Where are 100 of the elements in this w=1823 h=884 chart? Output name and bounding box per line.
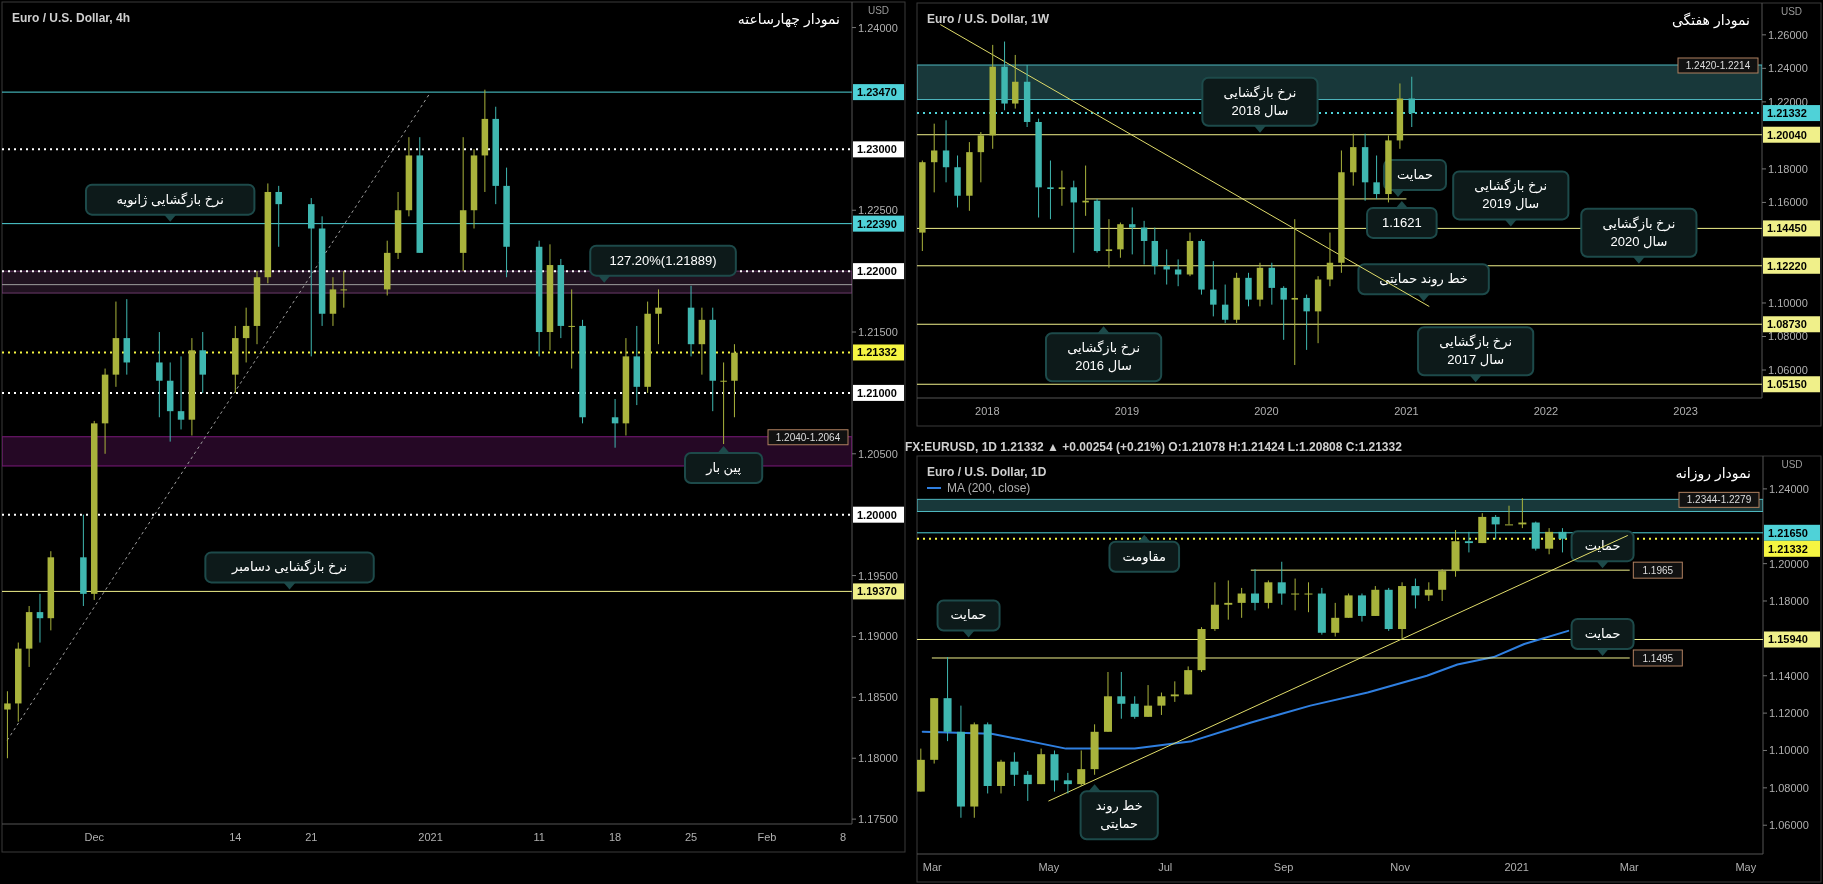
candlestick — [1077, 749, 1086, 787]
ref-line-label: 1.21000 — [857, 386, 897, 399]
candlestick — [1058, 170, 1066, 207]
annotation: خط روند حمایتی — [1095, 798, 1143, 832]
candlestick — [655, 288, 662, 345]
candlestick — [1357, 593, 1366, 623]
text: Euro / U.S. Dollar, 1W — [927, 12, 1050, 26]
candlestick — [1264, 579, 1273, 609]
candlestick — [1047, 160, 1054, 220]
ref-line-label: 1.23470 — [857, 86, 897, 99]
text: نمودار هفتگی — [1671, 12, 1750, 29]
x-tick-label: Sep — [1273, 861, 1294, 873]
x-tick-label: 11 — [533, 831, 545, 843]
text: Euro / U.S. Dollar, 4h — [12, 11, 131, 25]
x-tick-label: Mar — [922, 861, 943, 873]
ref-line-label: 1.05150 — [1767, 378, 1807, 391]
candlestick — [4, 690, 11, 759]
annotation: خط روند حمایتی — [1379, 271, 1468, 288]
candlestick — [1023, 770, 1032, 802]
candlestick — [1373, 155, 1380, 200]
annotation: پین بار — [705, 460, 742, 477]
candlestick — [1012, 54, 1019, 110]
y-tick-label: 1.08000 — [1769, 781, 1809, 794]
candlestick — [1291, 578, 1300, 611]
candlestick — [1291, 218, 1298, 366]
band-label: 1.2420-1.2214 — [1685, 60, 1751, 72]
y-tick-label: 1.10000 — [1768, 296, 1808, 309]
candlestick — [1157, 692, 1166, 716]
y-tick-label: 1.18000 — [858, 752, 898, 765]
annotation: نرخ بازگشایی دسامبر — [230, 559, 348, 576]
candlestick — [1268, 262, 1276, 306]
annotation: حمایت — [1397, 166, 1433, 182]
y-tick-label: 1.19000 — [858, 630, 898, 643]
x-tick-label: 2020 — [1254, 405, 1279, 417]
x-tick-label: Feb — [757, 831, 777, 843]
ref-line-label: 1.21332 — [857, 346, 897, 359]
candlestick — [1010, 751, 1019, 787]
candlestick — [1130, 695, 1139, 720]
y-tick-label: 1.06000 — [1769, 819, 1809, 832]
candlestick — [1117, 671, 1126, 720]
candlestick — [1170, 680, 1179, 703]
y-tick-label: 1.24000 — [858, 21, 898, 34]
candlestick — [720, 361, 727, 445]
annotation: نرخ بازگشایی ژانویه — [116, 191, 224, 208]
annotation: نرخ بازگشایی سال 2017 — [1439, 334, 1513, 368]
x-tick-label: 2022 — [1533, 405, 1559, 417]
line-series — [921, 629, 1570, 750]
candlestick — [177, 355, 185, 430]
candlestick — [1174, 258, 1182, 287]
y-tick-label: 1.20000 — [1769, 557, 1809, 570]
x-tick-label: 2019 — [1114, 405, 1140, 417]
candlestick — [1251, 568, 1260, 611]
candlestick — [977, 131, 985, 183]
candlestick — [156, 331, 163, 418]
annotation: 127.20%(1.21889) — [609, 252, 717, 268]
y-tick-label: 1.08000 — [1768, 330, 1808, 343]
candlestick — [568, 288, 575, 370]
x-tick-label: 2018 — [975, 405, 1000, 417]
x-tick-label: 14 — [229, 831, 242, 843]
y-tick-label: 1.06000 — [1768, 364, 1808, 377]
annotation: مقاومت — [1122, 548, 1167, 565]
x-tick-label: Nov — [1390, 861, 1411, 873]
x-tick-label: May — [1038, 861, 1060, 873]
x-tick-label: 2021 — [1504, 861, 1529, 873]
y-tick-label: 1.18000 — [1769, 595, 1809, 607]
candlestick — [1237, 587, 1246, 619]
ref-line-label: 1.19370 — [857, 585, 897, 598]
annotation: 1.1621 — [1381, 214, 1422, 230]
annotation: نرخ بازگشایی سال 2016 — [1067, 340, 1141, 374]
candlestick — [1070, 180, 1077, 254]
candlestick — [1105, 218, 1113, 269]
candlestick — [36, 593, 44, 644]
legend-label: MA (200, close) — [947, 481, 1031, 495]
candlestick — [1438, 568, 1447, 602]
text: نمودار چهارساعته — [737, 11, 840, 28]
candlestick — [1245, 272, 1252, 307]
x-tick-label: 2023 — [1673, 405, 1698, 417]
candlestick — [1140, 220, 1148, 265]
candlestick — [1063, 772, 1072, 794]
annotation: حمایت — [950, 607, 987, 623]
x-tick-label: Mar — [1619, 861, 1640, 873]
text: Euro / U.S. Dollar, 1D — [927, 465, 1047, 479]
y-tick-label: 1.14000 — [1769, 669, 1809, 682]
y-tick-label: 1.18500 — [858, 691, 898, 704]
y-tick-label: 1.12000 — [1769, 707, 1809, 720]
y-axis-title: USD — [1781, 459, 1803, 470]
y-tick-label: 1.20500 — [858, 447, 898, 460]
x-tick-label: Dec — [84, 831, 105, 843]
x-tick-label: 8 — [839, 831, 847, 843]
candlestick — [1129, 206, 1136, 255]
candlestick — [1491, 514, 1500, 540]
ref-line-label: 1.12220 — [1767, 259, 1807, 272]
ref-line-label: 1.21332 — [1767, 107, 1807, 120]
y-tick-label: 1.22000 — [1768, 95, 1808, 108]
candlestick — [930, 123, 938, 193]
annotation: نرخ بازگشایی سال 2019 — [1474, 178, 1548, 212]
y-tick-label: 1.16000 — [1768, 196, 1808, 209]
x-tick-label: 2021 — [418, 831, 443, 843]
x-tick-label: 2021 — [1394, 405, 1419, 417]
candlestick — [1344, 593, 1353, 619]
